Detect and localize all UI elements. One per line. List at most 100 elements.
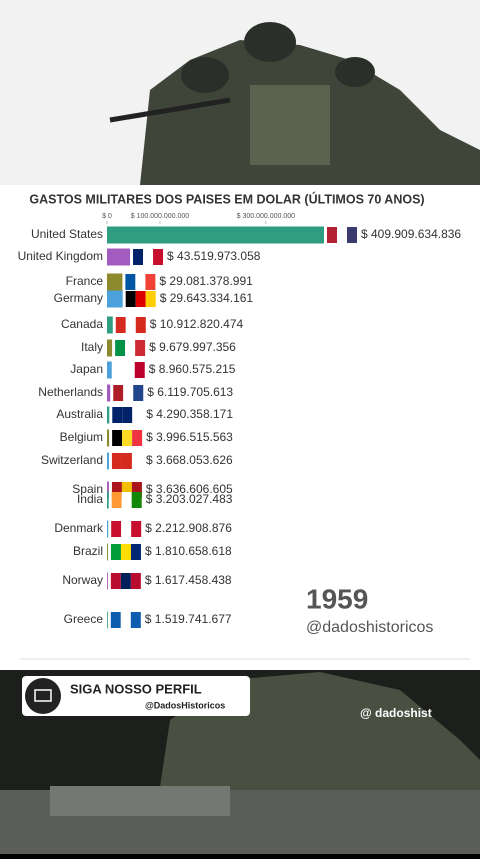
- category-label: Italy: [81, 340, 103, 354]
- flag: [153, 249, 164, 265]
- flag: [110, 573, 121, 589]
- x-tick-label: $ 100.000.000.000: [131, 213, 189, 220]
- bar: [107, 543, 108, 561]
- chart-title: GASTOS MILITARES DOS PAISES EM DOLAR (ÚL…: [29, 191, 424, 206]
- flag: [130, 573, 141, 589]
- value-label: $ 10.912.820.474: [150, 317, 244, 331]
- value-label: $ 2.212.908.876: [145, 521, 232, 535]
- category-label: United States: [31, 227, 103, 241]
- value-label: $ 1.810.658.618: [145, 544, 232, 558]
- value-label: $ 9.679.997.356: [149, 340, 236, 354]
- flag: [347, 227, 357, 243]
- flag: [125, 291, 136, 307]
- value-label: $ 43.519.973.058: [167, 249, 261, 263]
- bar: [107, 339, 113, 357]
- flag: [135, 274, 146, 290]
- category-label: Canada: [61, 317, 103, 331]
- flag: [120, 544, 131, 560]
- flag: [110, 612, 121, 628]
- value-label: $ 3.636.606.605: [146, 482, 233, 496]
- value-label: $ 1.617.458.438: [145, 573, 232, 587]
- value-label: $ 29.081.378.991: [159, 274, 253, 288]
- category-label: Germany: [54, 291, 103, 305]
- bar: [107, 481, 109, 499]
- chart: $ 0 $ 100.000.000.000 $ 300.000.000.000 $ 4…: [18, 213, 461, 629]
- bar: [107, 226, 324, 244]
- flag: [134, 362, 145, 378]
- top-photo: [0, 0, 480, 185]
- flag: [130, 544, 141, 560]
- bottom-photo: [0, 670, 480, 854]
- value-label: $ 3.996.515.563: [146, 430, 233, 444]
- flag: [122, 407, 133, 423]
- value-label: $ 409.909.634.836: [361, 227, 461, 241]
- flag: [125, 317, 136, 333]
- flag: [114, 362, 125, 378]
- banner-title: SIGA NOSSO PERFIL: [70, 681, 202, 696]
- x-tick-label: $ 300.000.000.000: [237, 213, 295, 220]
- bar: [107, 290, 123, 308]
- category-label: Japan: [70, 362, 103, 376]
- bar: [107, 572, 108, 590]
- watermark: @dadoshistoricos: [306, 619, 433, 636]
- category-label: Netherlands: [38, 385, 103, 399]
- flag: [122, 430, 133, 446]
- flag: [112, 407, 123, 423]
- category-label: Switzerland: [41, 453, 103, 467]
- category-label: Spain: [72, 482, 103, 496]
- flag: [327, 227, 337, 243]
- year: 1959: [306, 583, 368, 614]
- banner-handle: @DadosHistoricos: [145, 700, 225, 710]
- flag: [123, 385, 134, 401]
- value-label: $ 3.203.027.483: [146, 492, 233, 506]
- flag: [121, 521, 132, 537]
- flag: [115, 340, 126, 356]
- flag: [131, 453, 142, 469]
- category-label: Norway: [62, 573, 103, 587]
- flag: [131, 521, 142, 537]
- flag: [111, 453, 122, 469]
- flag: [135, 317, 146, 333]
- flag: [135, 340, 146, 356]
- category-label: United Kingdom: [18, 249, 103, 263]
- value-label: $ 3.668.053.626: [146, 453, 233, 467]
- flag: [124, 362, 135, 378]
- category-label: Belgium: [60, 430, 103, 444]
- flag: [132, 407, 143, 423]
- flag: [145, 291, 156, 307]
- flag: [133, 249, 144, 265]
- flag: [112, 430, 123, 446]
- flag: [111, 521, 122, 537]
- flag: [125, 274, 136, 290]
- banner-icon: [25, 678, 61, 714]
- category-label: Greece: [64, 612, 104, 626]
- flag: [111, 482, 122, 498]
- flag: [135, 291, 146, 307]
- value-label: $ 8.960.575.215: [149, 362, 236, 376]
- category-label: France: [66, 274, 104, 288]
- bar: [107, 248, 131, 266]
- bar: [107, 520, 109, 538]
- flag: [130, 612, 141, 628]
- bar: [107, 361, 112, 379]
- flag: [121, 482, 132, 498]
- flag: [133, 385, 144, 401]
- category-label: Denmark: [54, 521, 104, 535]
- value-label: $ 4.290.358.171: [146, 407, 233, 421]
- value-label: $ 1.519.741.677: [145, 612, 232, 626]
- bar: [107, 316, 113, 334]
- bar: [107, 611, 108, 629]
- flag: [132, 430, 143, 446]
- flag: [120, 612, 131, 628]
- flag: [115, 317, 126, 333]
- bar: [107, 452, 109, 470]
- flag: [145, 274, 156, 290]
- bar: [107, 429, 110, 447]
- flag: [120, 573, 131, 589]
- banner[interactable]: [22, 676, 250, 716]
- flag: [113, 385, 124, 401]
- bar: [107, 406, 110, 424]
- category-label: India: [77, 492, 103, 506]
